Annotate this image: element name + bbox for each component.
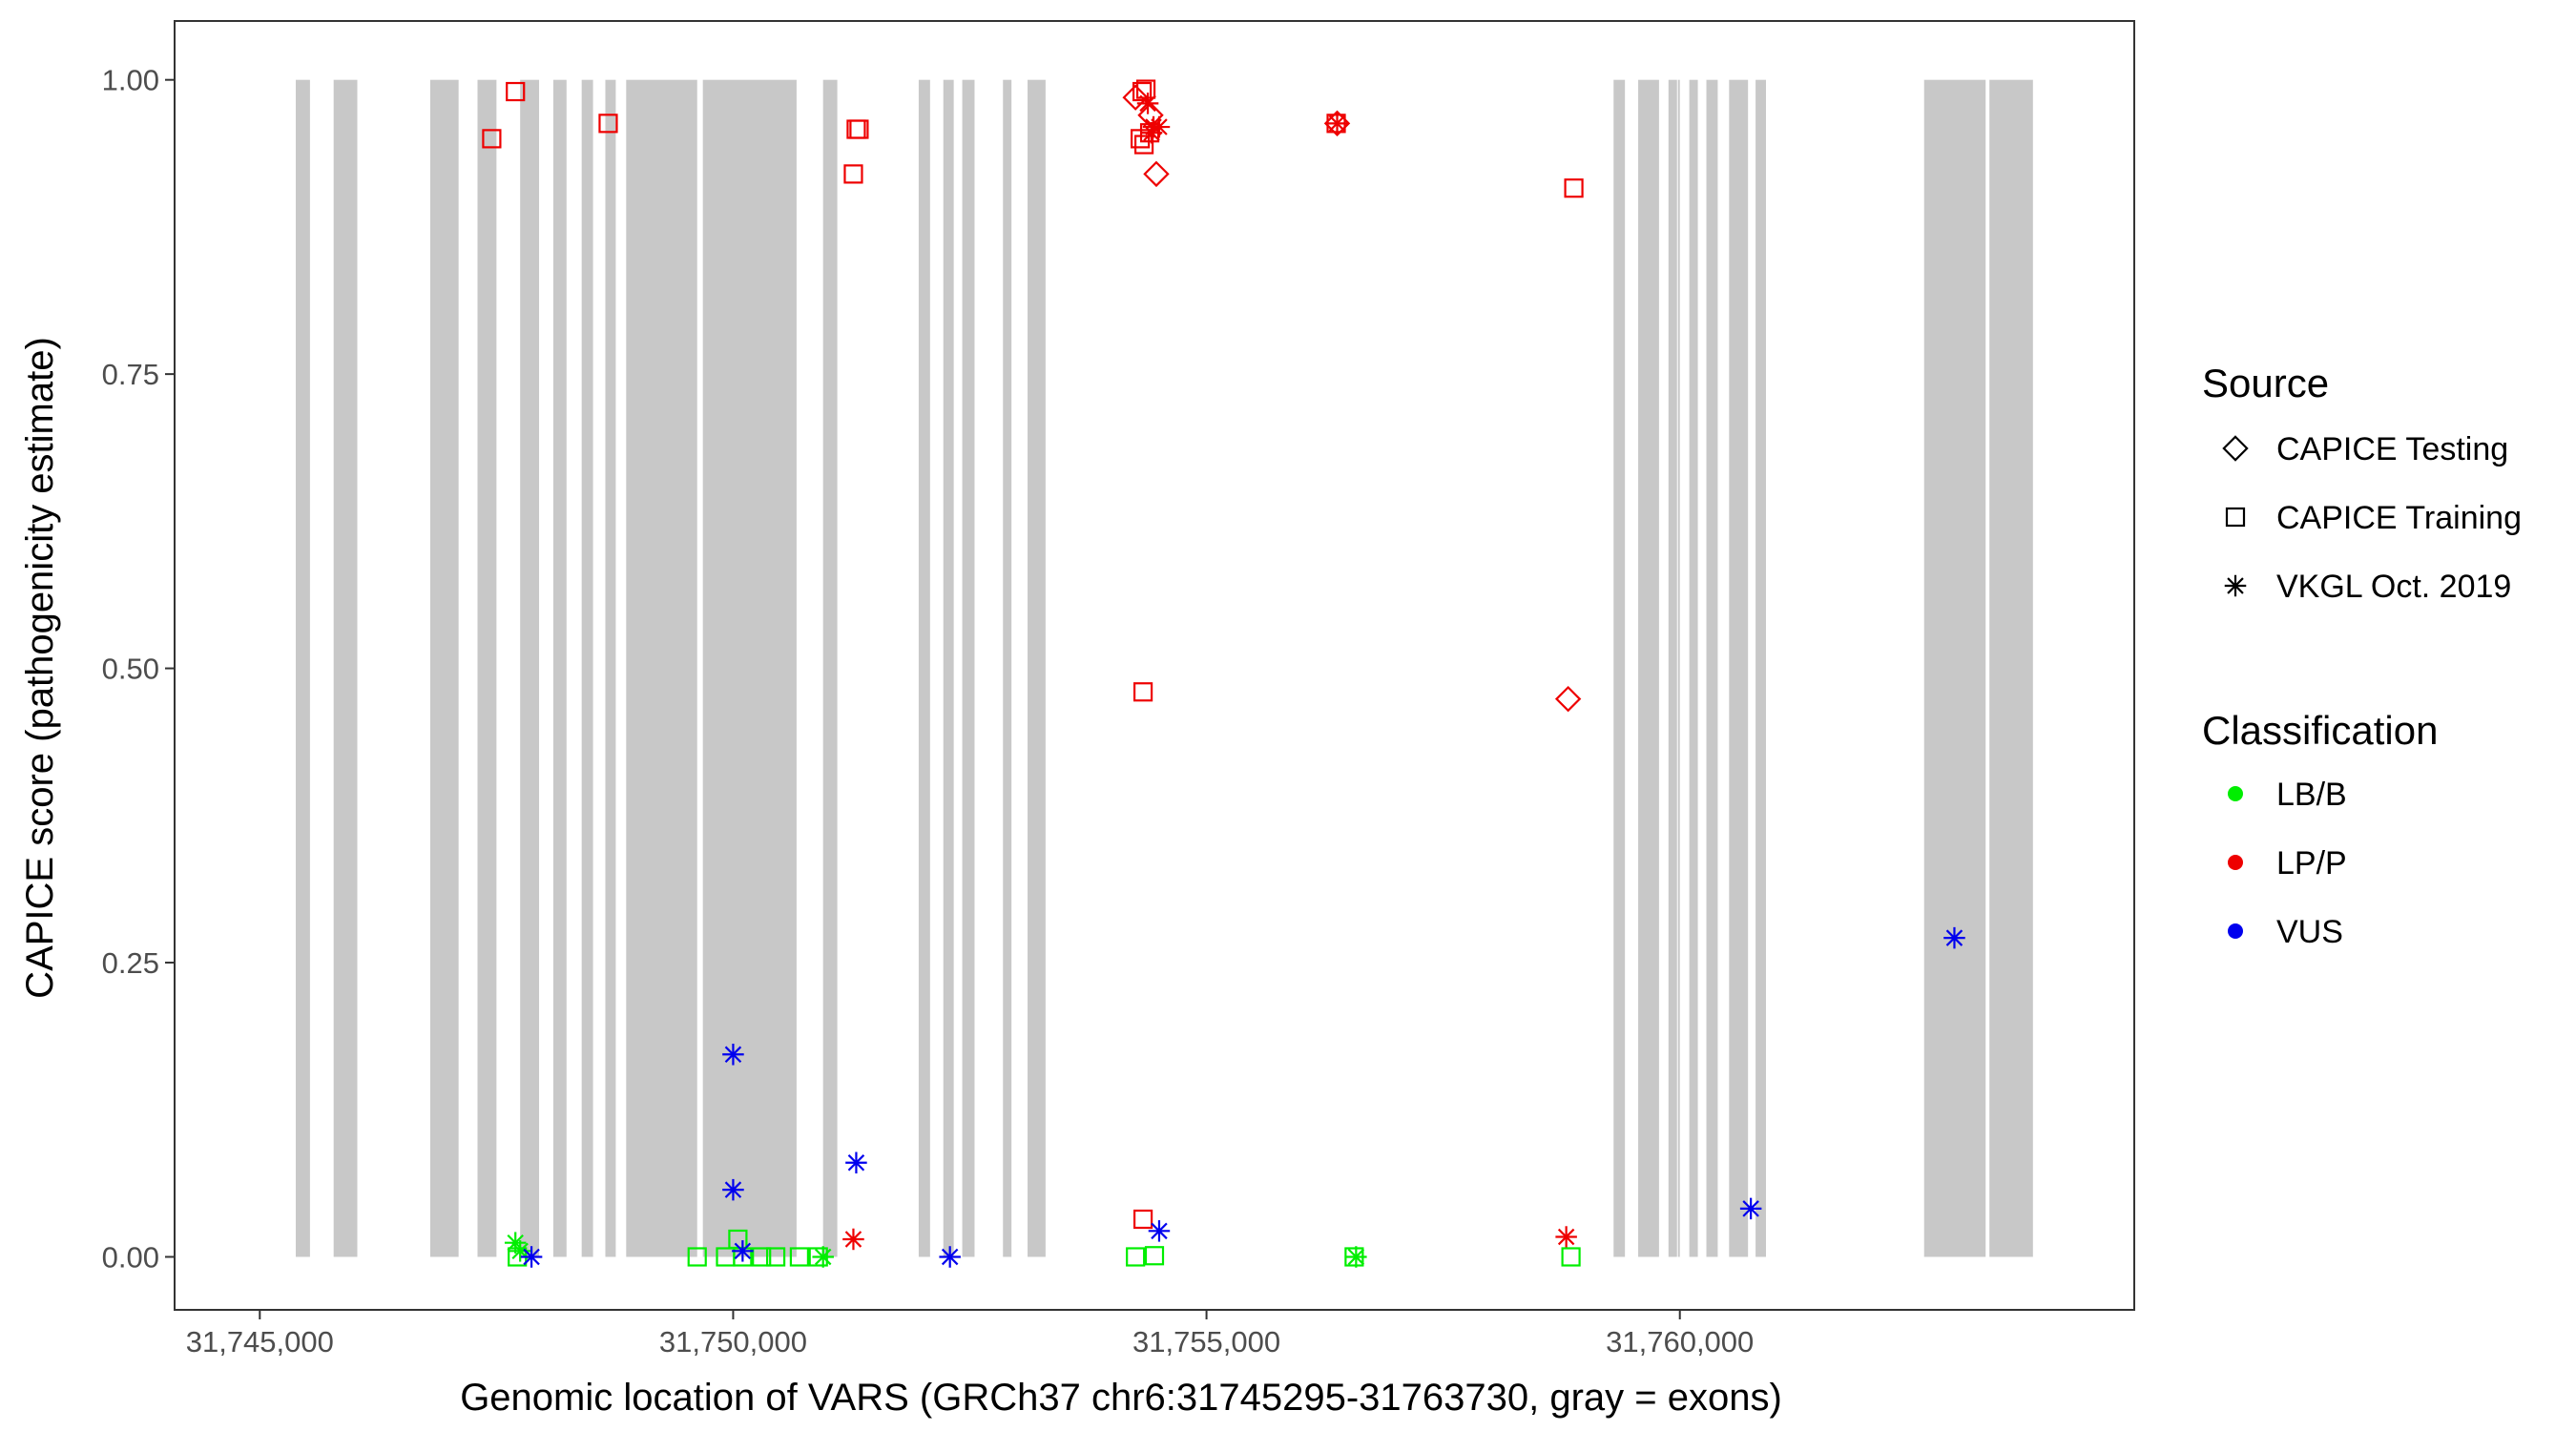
exon-bar (1613, 79, 1626, 1257)
data-point (687, 1247, 707, 1267)
legend-source-label: CAPICE Training (2276, 500, 2522, 536)
data-point (732, 1240, 754, 1262)
data-point (509, 1240, 531, 1262)
data-point (1133, 135, 1154, 155)
plot-panel-border (174, 20, 2135, 1311)
legend-key-diamond (2222, 435, 2249, 462)
legend-key-dot (2228, 855, 2243, 870)
data-point (752, 1247, 772, 1267)
exon-bar (429, 79, 459, 1257)
x-axis-title: Genomic location of VARS (GRCh37 chr6:31… (460, 1377, 1782, 1419)
exon-bar (1729, 79, 1749, 1257)
exon-bar (626, 79, 697, 1257)
legend-key-asterisk (2224, 574, 2247, 597)
data-point (789, 1247, 809, 1267)
data-point (598, 114, 618, 134)
legend-key-square (2225, 507, 2246, 528)
exon-bar (943, 79, 954, 1257)
data-point (1144, 1246, 1165, 1266)
exon-bar (296, 79, 310, 1257)
legend-key-dot (2228, 923, 2243, 939)
legend-source: Source CAPICE Testing CAPICE Training VKGL… (2202, 361, 2522, 605)
data-point (1326, 113, 1348, 135)
data-point (1126, 1247, 1146, 1267)
data-point (842, 1228, 864, 1251)
exon-bar (1003, 79, 1012, 1257)
data-point (722, 1044, 744, 1066)
x-tick-label: 31,760,000 (1606, 1325, 1754, 1358)
data-point (1943, 926, 1965, 949)
x-tick-label: 31,750,000 (659, 1325, 807, 1358)
data-point (482, 129, 502, 149)
exon-bar (552, 79, 567, 1257)
data-point (1323, 110, 1351, 137)
exon-bar (520, 79, 540, 1257)
exon-bar (1923, 79, 1986, 1257)
legend-classification-title: Classification (2202, 708, 2438, 753)
x-tick-label: 31,745,000 (186, 1325, 334, 1358)
data-point (939, 1246, 961, 1268)
exon-bar (1755, 79, 1767, 1257)
x-tick-label: 31,755,000 (1132, 1325, 1280, 1358)
data-point (845, 1151, 867, 1174)
exon-layer (296, 79, 2033, 1257)
data-point (1140, 121, 1163, 144)
data-point (1143, 160, 1170, 188)
exon-bar (477, 79, 497, 1257)
data-point (812, 1246, 834, 1268)
legend-classification-label: LP/P (2276, 845, 2347, 881)
exon-bar (918, 79, 930, 1257)
exon-bar (702, 79, 797, 1257)
data-point (722, 1178, 744, 1201)
data-point (765, 1247, 786, 1267)
legend-source-label: CAPICE Testing (2276, 431, 2508, 467)
point-layer (482, 79, 1965, 1268)
data-point (1561, 1247, 1581, 1267)
y-tick-label: 0.00 (102, 1240, 159, 1274)
exon-bar (822, 79, 838, 1257)
data-point (1122, 84, 1149, 111)
legend-source-title: Source (2202, 361, 2329, 405)
legend-source-label: VKGL Oct. 2019 (2276, 569, 2511, 605)
y-tick-label: 1.00 (102, 64, 159, 97)
legend-key-dot (2228, 786, 2243, 801)
exon-bar (1677, 79, 1680, 1257)
y-axis-title: CAPICE score (pathogenicity estimate) (19, 337, 61, 999)
y-tick-label: 0.25 (102, 946, 159, 980)
exon-bar (962, 79, 975, 1257)
data-point (1132, 1209, 1153, 1230)
exon-bar (1028, 79, 1046, 1257)
data-point (1345, 1246, 1367, 1268)
y-tick-label: 0.75 (102, 358, 159, 391)
data-point (1132, 81, 1153, 102)
data-point (520, 1246, 543, 1268)
data-point (1136, 93, 1159, 114)
data-point (849, 119, 869, 139)
data-point (1564, 178, 1584, 198)
data-point (1554, 685, 1582, 713)
data-point (506, 81, 526, 102)
exon-bar (581, 79, 593, 1257)
data-point (1555, 1226, 1577, 1248)
data-point (1739, 1197, 1762, 1220)
exon-bar (605, 79, 616, 1257)
legend-classification-label: LB/B (2276, 777, 2347, 813)
axes: 0.00 0.25 0.50 0.75 1.00 31,745,000 31,750,000… (102, 64, 1755, 1358)
exon-bar (1668, 79, 1677, 1257)
y-tick-label: 0.50 (102, 653, 159, 686)
exon-bar (1989, 79, 2033, 1257)
exon-bar (1706, 79, 1718, 1257)
exon-bar (1689, 79, 1698, 1257)
data-point (1132, 682, 1153, 702)
data-point (843, 164, 863, 184)
legend-classification-label: VUS (2276, 914, 2343, 950)
legend-classification: Classification LB/B LP/P VUS (2202, 708, 2438, 950)
data-point (1148, 1220, 1171, 1242)
exon-bar (1638, 79, 1659, 1257)
exon-bar (333, 79, 358, 1257)
